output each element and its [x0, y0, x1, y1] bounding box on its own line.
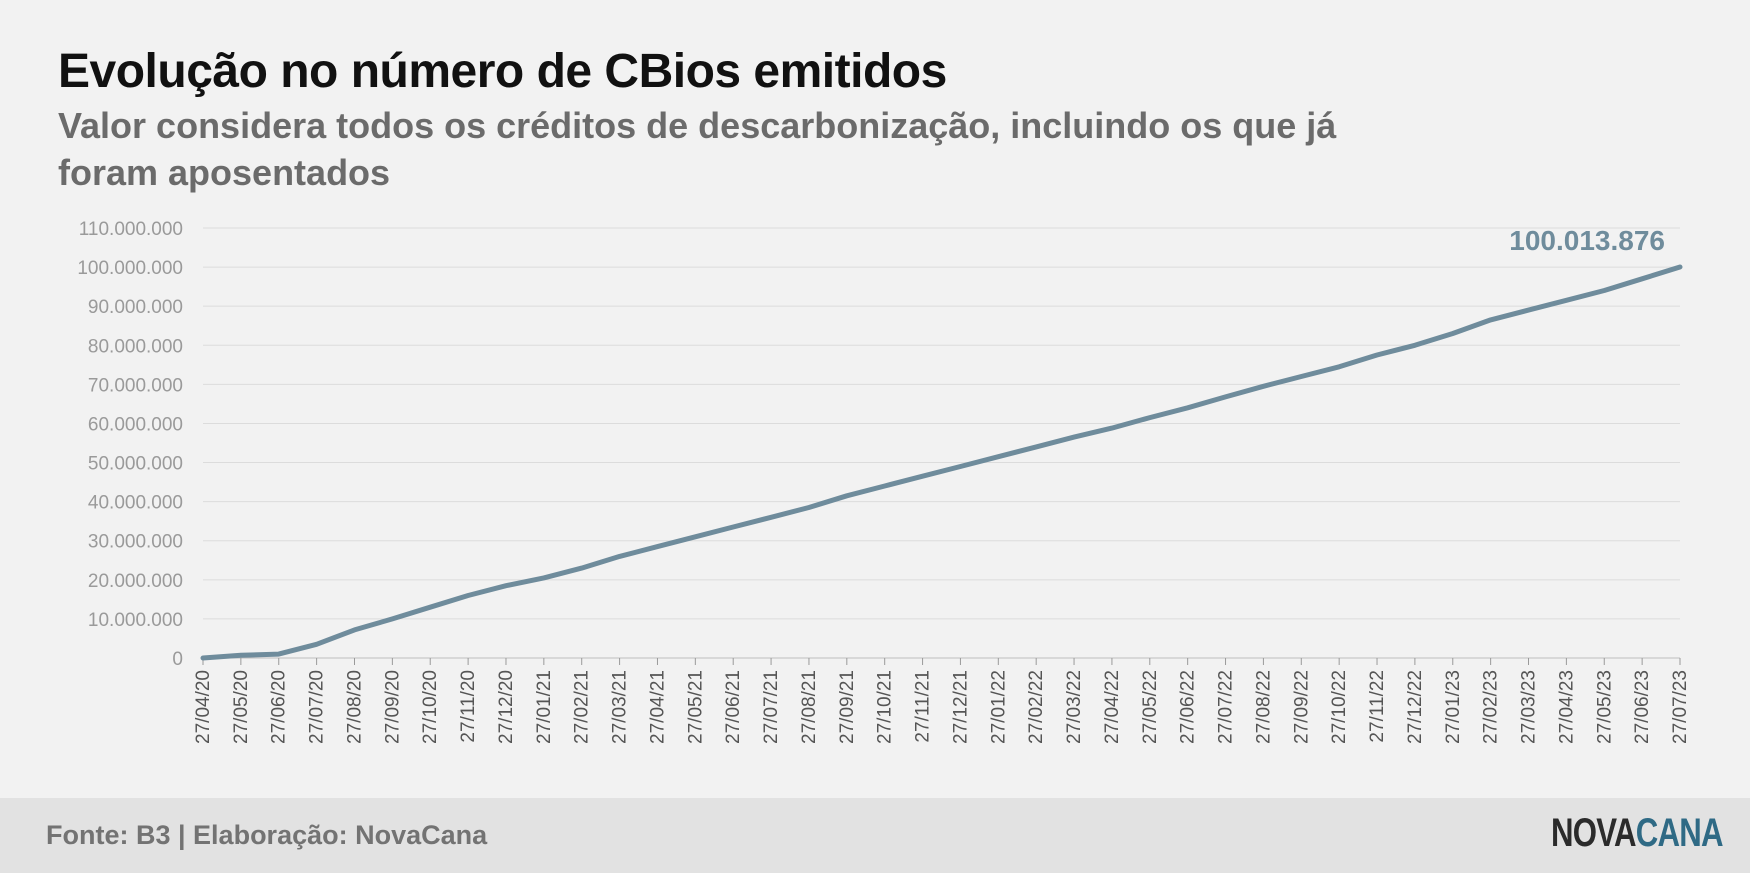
y-tick-label: 60.000.000: [88, 414, 183, 435]
footer-bar: Fonte: B3 | Elaboração: NovaCana NOVACAN…: [0, 798, 1750, 873]
x-tick-label: 27/01/21: [534, 670, 555, 744]
x-tick-label: 27/06/23: [1632, 670, 1653, 744]
x-tick-label: 27/08/21: [799, 670, 820, 744]
y-axis-ticks: 0 10.000.000 20.000.000 30.000.000 40.000.00…: [77, 219, 183, 670]
x-tick-label: 27/09/22: [1291, 670, 1312, 744]
y-tick-label: 110.000.000: [79, 219, 183, 240]
x-tick-label: 27/01/23: [1443, 670, 1464, 744]
x-tick-label: 27/12/20: [496, 670, 517, 744]
x-tick-label: 27/05/20: [231, 670, 252, 744]
novacana-logo: NOVACANA: [1551, 811, 1723, 856]
x-tick-label: 27/09/20: [382, 670, 403, 744]
y-tick-label: 100.000.000: [77, 258, 183, 279]
source-note: Fonte: B3 | Elaboração: NovaCana: [46, 820, 488, 850]
y-tick-label: 0: [172, 649, 183, 670]
x-tick-label: 27/01/22: [988, 670, 1009, 744]
x-tick-label: 27/02/21: [572, 670, 593, 744]
logo-text-nova: NOVA: [1551, 811, 1636, 855]
y-tick-label: 70.000.000: [88, 375, 183, 396]
x-tick-label: 27/09/21: [837, 670, 858, 744]
y-tick-label: 80.000.000: [88, 336, 183, 357]
x-tick-label: 27/03/22: [1064, 670, 1085, 744]
x-tick-label: 27/11/21: [913, 670, 934, 743]
x-tick-label: 27/02/22: [1026, 670, 1047, 744]
y-tick-label: 30.000.000: [88, 532, 183, 553]
x-tick-label: 27/03/23: [1519, 670, 1540, 744]
x-tick-label: 27/06/20: [269, 670, 290, 744]
x-tick-label: 27/04/20: [193, 670, 214, 744]
chart-subtitle: Valor considera todos os créditos de des…: [58, 105, 1337, 193]
x-tick-label: 27/05/21: [685, 670, 706, 744]
x-tick-label: 27/06/21: [723, 670, 744, 744]
x-tick-label: 27/08/22: [1253, 670, 1274, 744]
line-chart: 0 10.000.000 20.000.000 30.000.000 40.000.00…: [77, 219, 1691, 744]
y-tick-label: 90.000.000: [88, 297, 183, 318]
x-tick-label: 27/06/22: [1178, 670, 1199, 744]
x-axis-ticks: 27/04/20 27/05/20 27/06/20 27/07/20 27/08/20…: [193, 657, 1691, 744]
x-tick-label: 27/07/22: [1216, 670, 1237, 744]
end-value-label: 100.013.876: [1509, 225, 1665, 256]
series-line-cbios: [200, 264, 1683, 661]
x-tick-label: 27/05/22: [1140, 670, 1161, 744]
logo-text-cana: CANA: [1635, 811, 1724, 855]
x-tick-label: 27/04/23: [1556, 670, 1577, 744]
x-tick-label: 27/12/22: [1405, 670, 1426, 744]
y-tick-label: 10.000.000: [88, 610, 183, 631]
x-tick-label: 27/05/23: [1594, 670, 1615, 744]
x-tick-label: 27/08/20: [344, 670, 365, 744]
x-tick-label: 27/07/23: [1670, 670, 1691, 744]
x-tick-label: 27/10/22: [1329, 670, 1350, 744]
gridlines: [203, 227, 1680, 659]
x-tick-label: 27/02/23: [1481, 670, 1502, 744]
y-tick-label: 20.000.000: [88, 571, 183, 592]
x-tick-label: 27/07/20: [307, 670, 328, 744]
x-tick-label: 27/10/21: [875, 670, 896, 744]
end-label-layer: 100.013.876: [1509, 225, 1665, 256]
chart-title: Evolução no número de CBios emitidos: [58, 45, 947, 98]
x-tick-label: 27/11/20: [458, 670, 479, 743]
y-tick-label: 50.000.000: [88, 454, 183, 475]
x-tick-label: 27/12/21: [950, 670, 971, 744]
series-line-layer: [200, 264, 1683, 661]
y-tick-label: 40.000.000: [88, 493, 183, 514]
x-tick-label: 27/04/22: [1102, 670, 1123, 744]
x-tick-label: 27/03/21: [610, 670, 631, 744]
x-tick-label: 27/04/21: [647, 670, 668, 744]
x-tick-label: 27/07/21: [761, 670, 782, 744]
x-tick-label: 27/11/22: [1367, 670, 1388, 743]
x-tick-label: 27/10/20: [420, 670, 441, 744]
